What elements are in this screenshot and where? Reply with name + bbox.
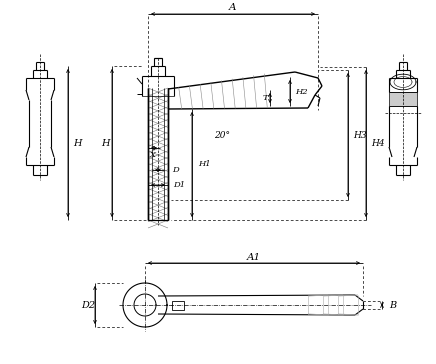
Text: D2: D2 bbox=[81, 301, 95, 309]
Text: A1: A1 bbox=[247, 253, 261, 261]
Text: X: X bbox=[150, 151, 156, 159]
Text: 20°: 20° bbox=[214, 131, 230, 139]
Text: H3: H3 bbox=[353, 131, 367, 139]
Text: H2: H2 bbox=[295, 87, 308, 95]
Text: H: H bbox=[101, 138, 109, 147]
Bar bbox=[172, 301, 184, 310]
Text: T: T bbox=[262, 94, 268, 102]
Bar bbox=[389, 92, 417, 106]
Text: H: H bbox=[73, 138, 82, 147]
Text: B: B bbox=[389, 301, 396, 309]
Text: D1: D1 bbox=[173, 181, 185, 189]
Text: H4: H4 bbox=[371, 139, 385, 148]
Text: D: D bbox=[172, 166, 179, 174]
Text: A: A bbox=[229, 4, 237, 12]
Text: H1: H1 bbox=[198, 161, 211, 169]
